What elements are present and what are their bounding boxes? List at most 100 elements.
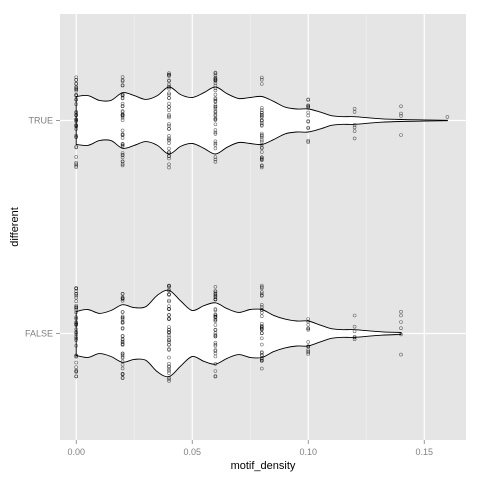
data-point <box>74 293 78 298</box>
data-point <box>259 134 264 138</box>
data-point <box>213 307 218 311</box>
data-point <box>167 379 171 383</box>
data-point <box>120 104 125 108</box>
data-point <box>74 370 78 374</box>
data-point <box>74 87 78 91</box>
data-point <box>259 285 264 289</box>
data-point <box>74 135 78 139</box>
data-point <box>167 74 171 78</box>
data-point <box>167 134 171 138</box>
data-point <box>167 84 171 89</box>
data-point <box>120 114 125 118</box>
data-point <box>74 330 78 335</box>
data-point <box>167 283 171 288</box>
data-point <box>167 136 171 141</box>
data-point <box>167 108 171 113</box>
data-point <box>399 332 403 337</box>
data-point <box>352 329 357 334</box>
data-point <box>167 368 171 373</box>
data-point <box>259 108 264 112</box>
data-point <box>167 150 171 155</box>
data-point <box>213 157 218 162</box>
data-point <box>167 91 171 95</box>
data-point <box>213 319 218 323</box>
data-point <box>74 93 78 97</box>
data-point <box>259 350 264 355</box>
data-point <box>259 291 264 296</box>
data-point <box>259 140 264 144</box>
data-point <box>213 284 218 289</box>
data-point <box>74 165 78 169</box>
data-point <box>167 365 171 369</box>
data-point <box>259 359 264 363</box>
data-point <box>167 327 171 332</box>
data-point <box>120 163 125 168</box>
data-point <box>120 298 125 303</box>
data-point <box>213 333 218 337</box>
data-point <box>120 153 125 157</box>
data-point <box>213 88 218 93</box>
data-point <box>259 314 264 319</box>
data-point <box>306 104 311 109</box>
data-point <box>213 109 218 113</box>
data-point <box>259 305 264 309</box>
data-point <box>213 105 218 109</box>
data-point <box>213 323 218 327</box>
data-point <box>213 73 218 78</box>
y-tick-label: TRUE <box>29 116 54 126</box>
data-point <box>167 146 171 151</box>
data-point <box>259 155 264 159</box>
data-point <box>213 96 218 100</box>
data-point <box>259 106 264 110</box>
data-point <box>74 85 78 89</box>
data-point <box>120 295 125 300</box>
data-point <box>213 122 218 127</box>
data-point <box>120 118 125 122</box>
data-point <box>120 128 125 133</box>
data-point <box>74 316 78 321</box>
data-point <box>74 75 78 80</box>
data-point <box>213 139 218 144</box>
data-point <box>213 77 218 81</box>
data-point <box>213 354 218 359</box>
data-point <box>74 88 78 93</box>
data-point <box>167 137 171 142</box>
data-point <box>213 116 218 121</box>
data-point <box>74 332 78 337</box>
data-point <box>306 350 311 355</box>
data-point <box>167 348 171 352</box>
data-point <box>167 156 171 161</box>
data-point <box>74 163 78 168</box>
data-point <box>399 352 403 357</box>
data-point <box>120 101 125 106</box>
data-point <box>213 374 218 378</box>
data-point <box>167 292 171 296</box>
data-point <box>167 113 171 117</box>
data-point <box>445 115 450 119</box>
data-point <box>213 86 218 91</box>
data-point <box>399 313 403 318</box>
data-point <box>74 295 78 300</box>
data-point <box>120 375 125 380</box>
data-point <box>74 123 78 127</box>
data-point <box>120 372 125 377</box>
data-point <box>120 92 125 96</box>
data-point <box>259 326 264 330</box>
data-point <box>352 313 357 318</box>
data-point <box>120 359 125 364</box>
data-point <box>399 326 403 331</box>
data-point <box>399 104 403 109</box>
data-point <box>120 315 125 320</box>
data-point <box>74 144 78 149</box>
data-point <box>167 165 171 170</box>
data-point <box>352 136 357 141</box>
data-point <box>259 135 264 140</box>
data-point <box>120 93 125 97</box>
data-point <box>213 313 218 318</box>
data-point <box>213 92 218 97</box>
data-point <box>167 96 171 100</box>
data-point <box>306 119 311 123</box>
data-point <box>213 297 218 302</box>
data-point <box>120 334 125 338</box>
